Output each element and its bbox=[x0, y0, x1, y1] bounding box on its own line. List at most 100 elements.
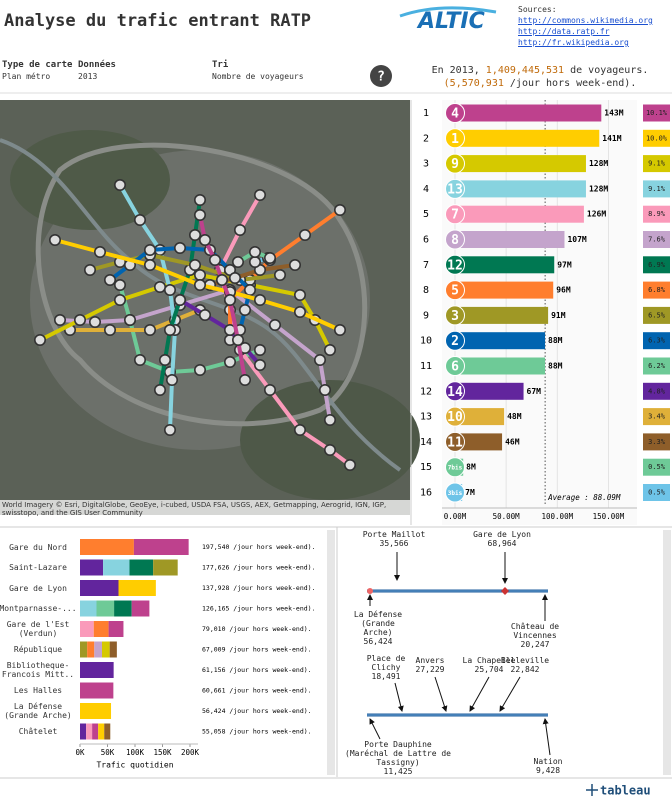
bar-segment bbox=[80, 600, 97, 617]
filter-value[interactable]: Nombre de voyageurs bbox=[212, 72, 304, 81]
help-button-label[interactable]: ? bbox=[377, 70, 385, 85]
annotation: Porte Maillot 35,566 bbox=[359, 530, 429, 548]
brand: tableau bbox=[600, 784, 651, 798]
annotation-arrow bbox=[469, 676, 490, 712]
share-label: 6.9% bbox=[648, 261, 666, 269]
share-box bbox=[643, 484, 670, 501]
line-name: 9 bbox=[451, 157, 459, 172]
share-box bbox=[643, 433, 670, 451]
summary-line: En 2013, 1,409,445,531 de voyageurs. bbox=[418, 64, 662, 77]
rank: 13 bbox=[420, 412, 432, 423]
station-label: La Défense (Grande Arche) bbox=[4, 702, 72, 720]
annotation-label: Porte Dauphine (Maréchal de Lattre de Ta… bbox=[345, 740, 451, 767]
line-name: 7 bbox=[451, 208, 459, 223]
summary-line: (5,570,931 /jour hors week-end). bbox=[418, 77, 662, 90]
share-box bbox=[643, 205, 670, 223]
value-label: 46M bbox=[505, 437, 520, 446]
bar bbox=[455, 129, 600, 147]
share-label: 0.5% bbox=[648, 489, 666, 497]
value-label: 8M bbox=[466, 463, 476, 472]
bar-segment bbox=[133, 539, 189, 555]
filter-value[interactable]: Plan métro bbox=[2, 72, 51, 81]
total-label: 61,156 /jour hors week-end). bbox=[202, 666, 312, 674]
total-label: 126,165 /jour hors week-end). bbox=[202, 605, 316, 613]
source-link[interactable]: http://fr.wikipedia.org bbox=[518, 38, 629, 47]
bar-segment bbox=[104, 723, 111, 740]
station-label: Gare de l'Est (Verdun) bbox=[6, 620, 70, 638]
scrollbar[interactable] bbox=[327, 530, 335, 775]
line-name: 3 bbox=[451, 309, 459, 324]
line-badge bbox=[445, 305, 465, 326]
annotation-value: 9,428 bbox=[535, 766, 561, 775]
bar-segment bbox=[80, 662, 114, 678]
annotation-value: 25,704 bbox=[474, 665, 504, 674]
share-label: 6.5% bbox=[648, 311, 666, 319]
rank: 12 bbox=[420, 386, 432, 397]
bar-segment bbox=[93, 621, 109, 637]
line-badge bbox=[445, 457, 465, 478]
bar-segment bbox=[129, 559, 154, 576]
share-label: 3.3% bbox=[648, 438, 666, 446]
bar-segment bbox=[98, 723, 105, 740]
bar bbox=[455, 408, 505, 426]
bar-segment bbox=[114, 600, 132, 617]
total-label: 197,540 /jour hors week-end). bbox=[202, 543, 316, 551]
annotation-value: 35,566 bbox=[379, 539, 409, 548]
share-box bbox=[643, 382, 670, 400]
scrollbar[interactable] bbox=[663, 530, 671, 775]
annotation-value: 18,491 bbox=[371, 672, 401, 681]
bar-segment bbox=[108, 621, 124, 637]
bar-segment bbox=[80, 621, 94, 637]
annotation-value: 22,842 bbox=[510, 665, 540, 674]
line-badge bbox=[445, 103, 465, 123]
source-link[interactable]: http://data.ratp.fr bbox=[518, 27, 610, 36]
line-badge bbox=[445, 381, 465, 402]
annotation: Gare de Lyon 68,964 bbox=[467, 530, 537, 548]
rank: 14 bbox=[420, 437, 432, 448]
total-label: 60,661 /jour hors week-end). bbox=[202, 687, 312, 695]
line-name: 13 bbox=[447, 182, 463, 197]
value-label: 96M bbox=[556, 286, 571, 295]
x-axis-label: Trafic quotidien bbox=[96, 761, 173, 770]
annotation: La Défense (Grande Arche) 56,424 bbox=[348, 610, 408, 646]
summary-number: (5,570,931 bbox=[443, 78, 504, 89]
bar bbox=[455, 205, 584, 223]
summary: En 2013, 1,409,445,531 de voyageurs. (5,… bbox=[418, 64, 662, 90]
annotation-arrow bbox=[434, 676, 448, 712]
share-box bbox=[643, 155, 670, 173]
help-button[interactable] bbox=[370, 65, 392, 87]
line-name: 4 bbox=[451, 107, 459, 122]
annotation-value: 27,229 bbox=[415, 665, 445, 674]
share-label: 6.3% bbox=[648, 337, 666, 345]
annotation: Anvers 27,229 bbox=[405, 656, 455, 674]
filter-value[interactable]: 2013 bbox=[78, 72, 98, 81]
station-label: Bibliotheque-Francois Mitt.. bbox=[1, 661, 75, 679]
annotation: Belleville 22,842 bbox=[495, 656, 555, 674]
annotation: La Chapelle 25,704 bbox=[458, 656, 520, 674]
bar bbox=[455, 357, 546, 375]
line-name: 7bis bbox=[448, 465, 463, 472]
source-link[interactable]: http://commons.wikimedia.org bbox=[518, 16, 653, 25]
title: Analyse du trafic entrant RATP bbox=[4, 11, 312, 31]
rank: 7 bbox=[423, 260, 429, 271]
bar bbox=[455, 433, 503, 451]
share-box bbox=[643, 458, 670, 476]
share-box bbox=[643, 408, 670, 426]
annotation-label: Place de Clichy bbox=[366, 654, 406, 672]
bar-segment bbox=[80, 580, 119, 596]
line-name: 12 bbox=[447, 258, 463, 273]
line-badge bbox=[445, 482, 465, 503]
annotation-label: Belleville bbox=[500, 656, 550, 665]
bar bbox=[455, 332, 546, 350]
station-label: Châtelet bbox=[18, 727, 58, 736]
bar bbox=[455, 281, 554, 299]
share-box bbox=[643, 231, 670, 248]
bar-segment bbox=[118, 580, 156, 596]
share-label: 8.9% bbox=[648, 210, 666, 218]
share-label: 0.5% bbox=[648, 463, 666, 471]
bar-segment bbox=[80, 539, 134, 555]
summary-text: /jour hors week-end). bbox=[509, 78, 637, 89]
line-badge bbox=[445, 229, 465, 250]
rank: 11 bbox=[420, 361, 432, 372]
